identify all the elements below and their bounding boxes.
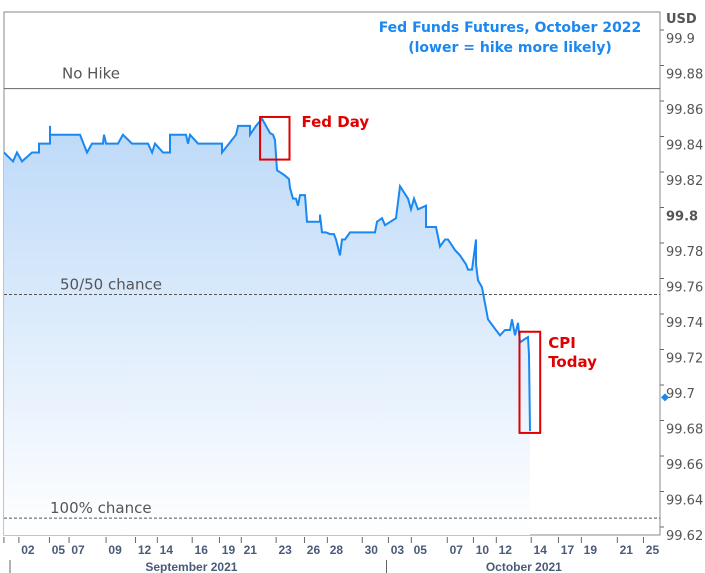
y-tick-label: 99.66: [666, 458, 703, 473]
y-tick-label: 99.72: [666, 352, 703, 367]
chart-subtitle: (lower = hike more likely): [408, 40, 612, 56]
annotation-box: [259, 115, 291, 161]
x-tick-label: 07: [450, 543, 464, 557]
x-tick-label: 02: [21, 543, 35, 557]
series-line: [3, 117, 531, 432]
x-tick-label: 19: [222, 543, 236, 557]
x-tick-label: 07: [71, 543, 85, 557]
last-value-marker: [661, 393, 669, 402]
x-tick-label: 10: [476, 543, 490, 557]
x-tick-label: 25: [646, 543, 660, 557]
x-tick-label: 23: [278, 543, 292, 557]
month-label: October 2021: [486, 560, 562, 573]
x-tick-label: 03: [391, 543, 405, 557]
y-tick-label: 99.62: [666, 529, 703, 544]
y-tick-label: 99.86: [666, 103, 703, 118]
annotation-box: [518, 330, 542, 434]
x-tick-label: 19: [584, 543, 598, 557]
y-tick-label: 99.78: [666, 245, 703, 260]
x-tick-label: 16: [195, 543, 209, 557]
y-tick-label: 99.8: [666, 210, 698, 225]
x-tick-label: 21: [244, 543, 258, 557]
x-tick-label: 14: [534, 543, 548, 557]
annotation-label: Fed Day: [302, 113, 370, 131]
x-tick-label: 26: [307, 543, 321, 557]
y-tick-label: 99.9: [666, 32, 695, 47]
y-tick-label: 99.84: [666, 139, 703, 154]
reference-line-label: 50/50 chance: [60, 275, 162, 293]
x-tick-label: 14: [160, 543, 174, 557]
reference-line-label: No Hike: [62, 65, 120, 83]
chart-title: Fed Funds Futures, October 2022: [379, 20, 642, 36]
annotation-label: CPI: [548, 334, 576, 352]
y-tick-label: 99.76: [666, 281, 703, 296]
x-tick-label: 12: [499, 543, 513, 557]
y-axis-unit-label: USD: [666, 12, 697, 27]
x-tick-label: 09: [108, 543, 122, 557]
y-tick-label: 99.82: [666, 174, 703, 189]
x-tick-label: 28: [330, 543, 344, 557]
y-tick-label: 99.64: [666, 494, 703, 509]
y-tick-label: 99.74: [666, 316, 703, 331]
x-tick-label: 05: [414, 543, 428, 557]
x-tick-label: 21: [620, 543, 634, 557]
x-tick-label: 05: [52, 543, 66, 557]
y-tick-label: 99.7: [666, 387, 695, 402]
y-tick-label: 99.88: [666, 68, 703, 83]
x-tick-label: 17: [561, 543, 575, 557]
x-tick-label: 12: [138, 543, 152, 557]
x-tick-label: 30: [365, 543, 379, 557]
month-label: September 2021: [145, 560, 237, 573]
annotation-label: Today: [548, 353, 597, 371]
reference-line-label: 100% chance: [50, 499, 152, 517]
y-tick-label: 99.68: [666, 423, 703, 438]
series-area-fill: [4, 118, 530, 536]
